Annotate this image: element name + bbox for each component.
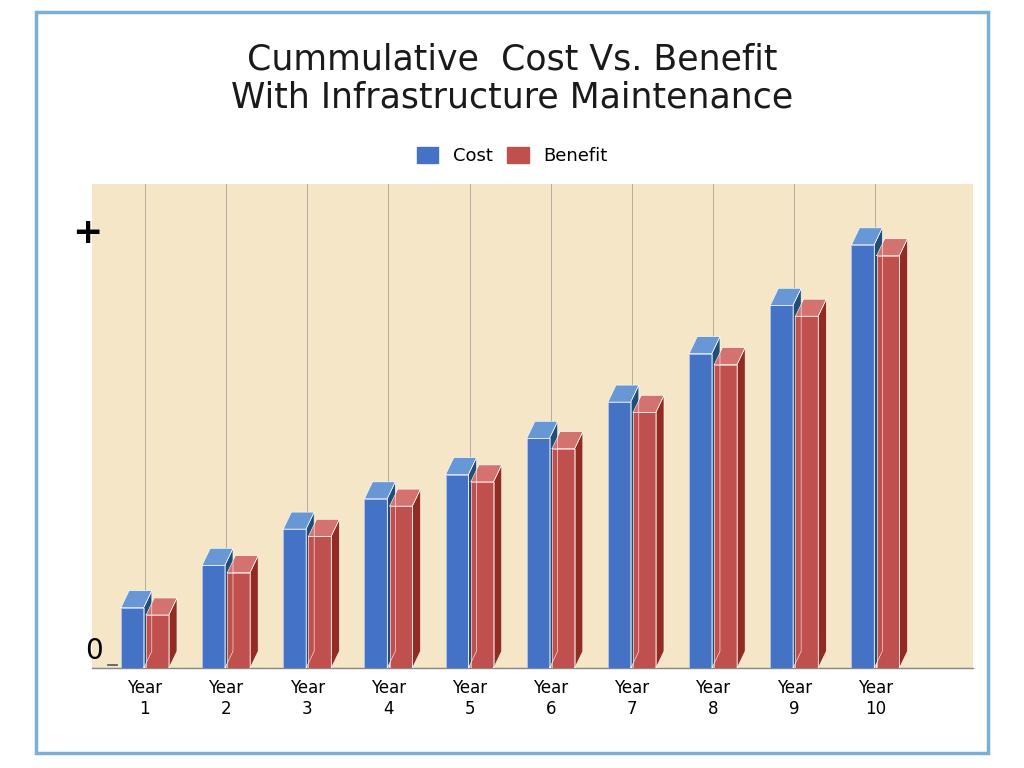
Polygon shape bbox=[365, 499, 387, 668]
Polygon shape bbox=[737, 348, 745, 668]
Polygon shape bbox=[413, 489, 421, 668]
Polygon shape bbox=[121, 591, 152, 607]
Polygon shape bbox=[874, 228, 883, 668]
Text: +: + bbox=[73, 216, 102, 250]
Polygon shape bbox=[770, 288, 801, 305]
Polygon shape bbox=[552, 449, 574, 668]
Polygon shape bbox=[445, 458, 476, 475]
Polygon shape bbox=[146, 598, 177, 615]
Polygon shape bbox=[852, 228, 883, 245]
Text: With Infrastructure Maintenance: With Infrastructure Maintenance bbox=[230, 81, 794, 114]
Polygon shape bbox=[715, 365, 737, 668]
Polygon shape bbox=[712, 336, 720, 668]
Polygon shape bbox=[633, 412, 655, 668]
Polygon shape bbox=[227, 556, 258, 573]
Polygon shape bbox=[631, 385, 639, 668]
Polygon shape bbox=[689, 353, 712, 668]
Polygon shape bbox=[387, 482, 395, 668]
Polygon shape bbox=[852, 245, 874, 668]
Polygon shape bbox=[552, 432, 583, 449]
Text: Cummulative  Cost Vs. Benefit: Cummulative Cost Vs. Benefit bbox=[247, 42, 777, 76]
Polygon shape bbox=[715, 348, 745, 365]
Legend: Cost, Benefit: Cost, Benefit bbox=[413, 144, 611, 169]
Polygon shape bbox=[526, 439, 550, 668]
Polygon shape bbox=[471, 482, 494, 668]
Polygon shape bbox=[146, 615, 169, 668]
Polygon shape bbox=[608, 385, 639, 402]
Polygon shape bbox=[308, 519, 339, 536]
Polygon shape bbox=[250, 556, 258, 668]
Polygon shape bbox=[793, 288, 801, 668]
Polygon shape bbox=[202, 565, 225, 668]
Polygon shape bbox=[526, 422, 558, 439]
Polygon shape bbox=[143, 591, 152, 668]
Polygon shape bbox=[574, 432, 583, 668]
Polygon shape bbox=[471, 465, 502, 482]
Polygon shape bbox=[389, 506, 413, 668]
Polygon shape bbox=[445, 475, 468, 668]
Polygon shape bbox=[306, 512, 314, 668]
Polygon shape bbox=[121, 607, 143, 668]
Polygon shape bbox=[169, 598, 177, 668]
Text: 0: 0 bbox=[85, 637, 102, 665]
Polygon shape bbox=[225, 548, 233, 668]
Polygon shape bbox=[468, 458, 476, 668]
Polygon shape bbox=[899, 239, 907, 668]
Polygon shape bbox=[877, 256, 899, 668]
Polygon shape bbox=[689, 336, 720, 353]
Polygon shape bbox=[284, 512, 314, 529]
Polygon shape bbox=[331, 519, 339, 668]
Polygon shape bbox=[608, 402, 631, 668]
Polygon shape bbox=[284, 529, 306, 668]
Polygon shape bbox=[818, 300, 826, 668]
Polygon shape bbox=[796, 316, 818, 668]
Polygon shape bbox=[389, 489, 421, 506]
Polygon shape bbox=[655, 396, 664, 668]
Polygon shape bbox=[550, 422, 558, 668]
Polygon shape bbox=[877, 239, 907, 256]
Polygon shape bbox=[202, 548, 233, 565]
Polygon shape bbox=[633, 396, 664, 412]
Polygon shape bbox=[308, 536, 331, 668]
Polygon shape bbox=[796, 300, 826, 316]
Polygon shape bbox=[494, 465, 502, 668]
Polygon shape bbox=[227, 573, 250, 668]
Polygon shape bbox=[365, 482, 395, 499]
Polygon shape bbox=[770, 305, 793, 668]
